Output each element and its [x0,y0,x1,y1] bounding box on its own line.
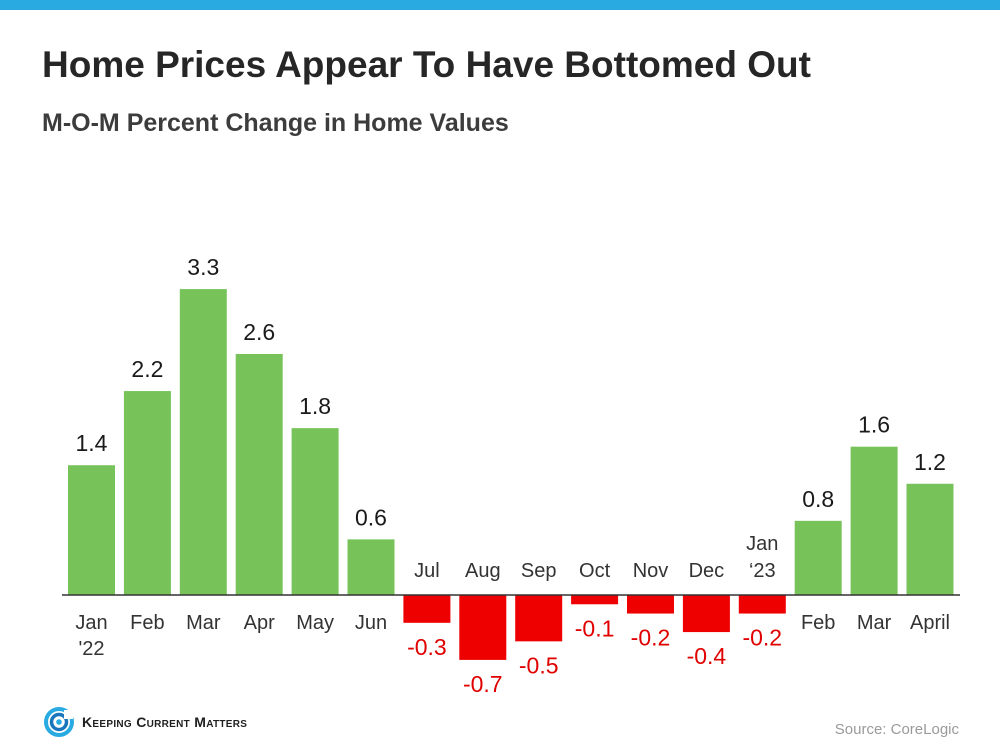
value-label-11: -0.4 [687,643,727,669]
category-label-2: Mar [186,612,221,634]
category-label-8: Sep [521,560,557,582]
value-label-15: 1.2 [914,449,946,475]
category-label-15: April [910,612,950,634]
value-label-6: -0.3 [407,634,447,660]
value-label-5: 0.6 [355,504,387,530]
bar-0 [68,465,115,595]
chart-subtitle: M-O-M Percent Change in Home Values [42,109,509,137]
category-label-10: Nov [633,560,669,582]
value-label-2: 3.3 [187,254,219,280]
category-label-12-line2: ‘23 [749,560,776,582]
category-label-0-line2: '22 [78,638,104,660]
bar-9 [571,595,619,605]
bar-3 [235,353,283,595]
bar-2 [179,289,227,595]
bar-11 [682,595,730,633]
category-label-4: May [296,612,334,634]
chart-title: Home Prices Appear To Have Bottomed Out [42,44,811,85]
value-label-4: 1.8 [299,393,331,419]
value-label-13: 0.8 [802,486,834,512]
category-label-0: Jan [75,612,107,634]
category-label-13: Feb [801,612,835,634]
value-label-1: 2.2 [131,356,163,382]
category-label-7: Aug [465,560,501,582]
bar-13 [794,520,842,595]
kcm-logo-text: Keeping Current Matters [82,714,248,730]
source-note: Source: CoreLogic [834,721,959,738]
value-label-7: -0.7 [463,671,503,697]
kcm-swirl-icon [44,707,74,737]
bar-7 [459,595,507,660]
category-label-5: Jun [355,612,387,634]
value-label-8: -0.5 [519,652,559,678]
bar-6 [403,595,451,623]
category-label-11: Dec [689,560,725,582]
category-label-14: Mar [857,612,892,634]
value-label-12: -0.2 [742,625,782,651]
value-label-3: 2.6 [243,319,275,345]
value-label-14: 1.6 [858,412,890,438]
bar-8 [515,595,563,642]
value-label-10: -0.2 [631,625,671,651]
bar-14 [850,446,898,595]
bar-1 [123,391,171,595]
value-label-0: 1.4 [76,430,108,456]
category-label-3: Apr [244,612,275,634]
bar-15 [906,483,954,595]
bar-5 [347,539,395,595]
bar-12 [738,595,786,614]
value-label-9: -0.1 [575,615,615,641]
kcm-logo: Keeping Current Matters [44,705,247,739]
category-label-12: Jan [746,533,778,555]
category-label-9: Oct [579,560,611,582]
category-label-1: Feb [130,612,164,634]
category-label-6: Jul [414,560,440,582]
bar-10 [627,595,674,614]
top-accent-bar [0,0,1000,10]
bar-4 [291,428,339,595]
